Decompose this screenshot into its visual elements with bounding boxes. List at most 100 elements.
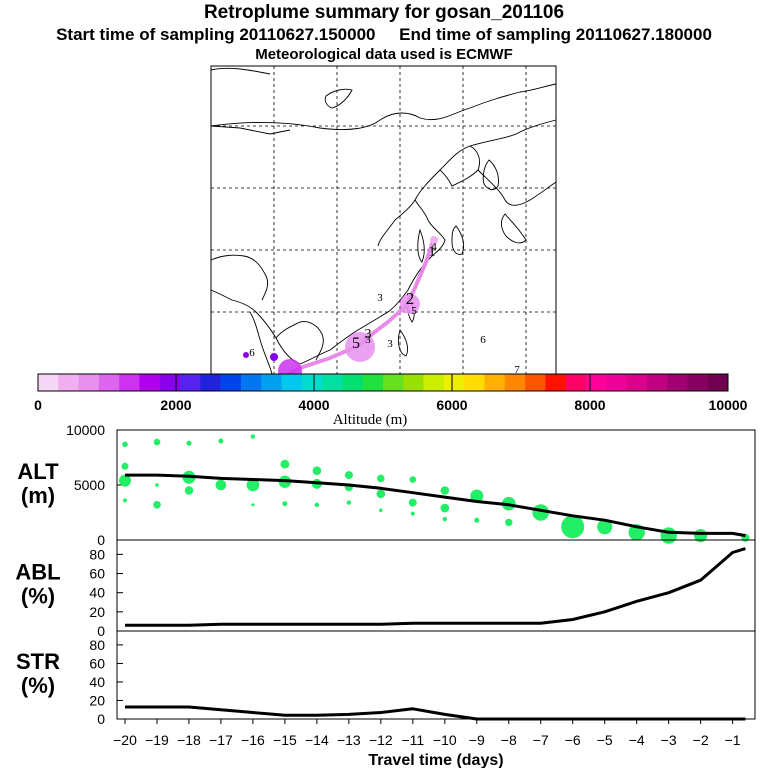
- scatter-point: [346, 500, 352, 505]
- y-tick-label: 0: [97, 711, 105, 727]
- day-marker: 3: [387, 338, 393, 350]
- colorbar-swatch: [119, 374, 140, 391]
- day-marker: 6: [480, 334, 486, 346]
- y-axis-label: (%): [21, 673, 55, 698]
- scatter-point: [312, 466, 322, 476]
- x-tick-label: −11: [401, 732, 424, 748]
- colorbar-swatch: [606, 374, 627, 391]
- panel-frame: [116, 539, 756, 632]
- time-series-panels: 1000050000ALT(m)806040200ABL(%)806040200…: [15, 422, 756, 727]
- x-tick-label: −18: [177, 732, 201, 748]
- scatter-point: [376, 489, 386, 499]
- sampling-times: Start time of sampling 20110627.150000 E…: [0, 25, 768, 45]
- x-tick-label: −8: [501, 732, 517, 748]
- day-marker: 3: [365, 334, 371, 346]
- y-axis-label: (%): [21, 584, 55, 609]
- colorbar-swatch: [443, 374, 465, 391]
- scatter-point: [505, 518, 513, 527]
- x-tick-label: −20: [113, 732, 137, 748]
- y-axis-label: (m): [21, 483, 55, 508]
- scatter-point: [246, 478, 260, 492]
- colorbar-tick-label: 6000: [436, 397, 467, 413]
- scatter-point: [184, 486, 194, 495]
- colorbar-swatch: [565, 374, 587, 391]
- colorbar-swatch: [281, 374, 303, 391]
- y-tick-label: 80: [89, 637, 105, 653]
- colorbar-swatch: [362, 374, 384, 391]
- scatter-point: [121, 462, 129, 470]
- colorbar-swatch: [403, 374, 424, 391]
- series-line: [125, 705, 746, 721]
- scatter-point: [153, 438, 161, 446]
- x-tick-label: −4: [629, 732, 645, 748]
- colorbar-swatch: [646, 374, 668, 391]
- y-tick-label: 0: [97, 532, 105, 548]
- y-tick-label: 60: [89, 655, 105, 671]
- colorbar-swatch: [667, 374, 688, 391]
- scatter-point: [470, 489, 484, 503]
- x-tick-label: −19: [145, 732, 169, 748]
- y-tick-label: 5000: [74, 477, 105, 493]
- x-tick-label: −5: [597, 732, 613, 748]
- x-tick-label: −1: [725, 732, 741, 748]
- day-marker: 5: [411, 305, 417, 317]
- colorbar-swatch: [220, 374, 242, 391]
- plume-blob: [345, 332, 375, 362]
- colorbar-swatch: [504, 374, 526, 391]
- scatter-point: [474, 517, 480, 523]
- scatter-point: [215, 479, 227, 491]
- scatter-point: [153, 501, 161, 509]
- day-marker: 3: [377, 292, 383, 304]
- x-tick-label: −3: [661, 732, 677, 748]
- colorbar-swatch: [200, 374, 221, 391]
- travel-time-axis: −20 −19 −18 −17 −16 −15 −14 −13 −12 −11 −10 −9 −8 −7−…: [113, 719, 741, 768]
- plume-blob: [430, 236, 438, 244]
- x-tick-label: −13: [337, 732, 361, 748]
- y-tick-label: 10000: [66, 422, 105, 438]
- scatter-point: [119, 474, 131, 487]
- scatter-point: [280, 459, 290, 469]
- scatter-point: [561, 515, 585, 539]
- panel-str: 80 60 40 20 0 STR(%): [16, 630, 756, 727]
- scatter-point: [442, 516, 447, 522]
- y-tick-label: 40: [89, 674, 105, 690]
- colorbar-swatch: [545, 374, 566, 391]
- colorbar-swatch: [301, 374, 323, 391]
- scatter-point: [440, 503, 450, 513]
- end-time: End time of sampling 20110627.180000: [399, 25, 712, 44]
- scatter-point: [408, 498, 417, 507]
- scatter-point: [377, 474, 385, 483]
- y-axis-label: ALT: [17, 459, 59, 484]
- x-tick-label: −6: [565, 732, 581, 748]
- x-tick-label: −7: [533, 732, 549, 748]
- colorbar-swatch: [322, 374, 343, 391]
- colorbar-label: Altitude (m): [333, 412, 408, 428]
- day-marker: 3: [365, 327, 372, 342]
- colorbar-swatch: [58, 374, 79, 391]
- y-tick-label: 80: [89, 546, 105, 562]
- y-tick-label: 40: [89, 585, 105, 601]
- colorbar-swatch: [687, 374, 708, 391]
- x-tick-label: −10: [433, 732, 457, 748]
- scatter-point: [282, 501, 288, 507]
- colorbar-tick-label: 0: [34, 397, 42, 413]
- scatter-point: [122, 441, 128, 448]
- panel-abl: 80 60 40 20 0 ABL(%): [15, 539, 756, 639]
- colorbar-swatch: [78, 374, 100, 391]
- panel-frame: [116, 630, 756, 720]
- scatter-point: [186, 440, 192, 446]
- coastlines: [210, 67, 557, 375]
- colorbar-swatch: [159, 374, 181, 391]
- scatter-point: [410, 511, 415, 516]
- plume-blob: [243, 352, 249, 358]
- day-marker: 7: [514, 364, 520, 376]
- series-line: [125, 547, 746, 627]
- day-marker: 6: [249, 347, 255, 359]
- scatter-point: [218, 438, 224, 444]
- map-frame: [210, 65, 557, 375]
- start-time: Start time of sampling 20110627.150000: [56, 25, 376, 44]
- colorbar-swatch: [585, 374, 607, 391]
- colorbar-tick-label: 2000: [160, 397, 191, 413]
- colorbar-swatch: [139, 374, 161, 391]
